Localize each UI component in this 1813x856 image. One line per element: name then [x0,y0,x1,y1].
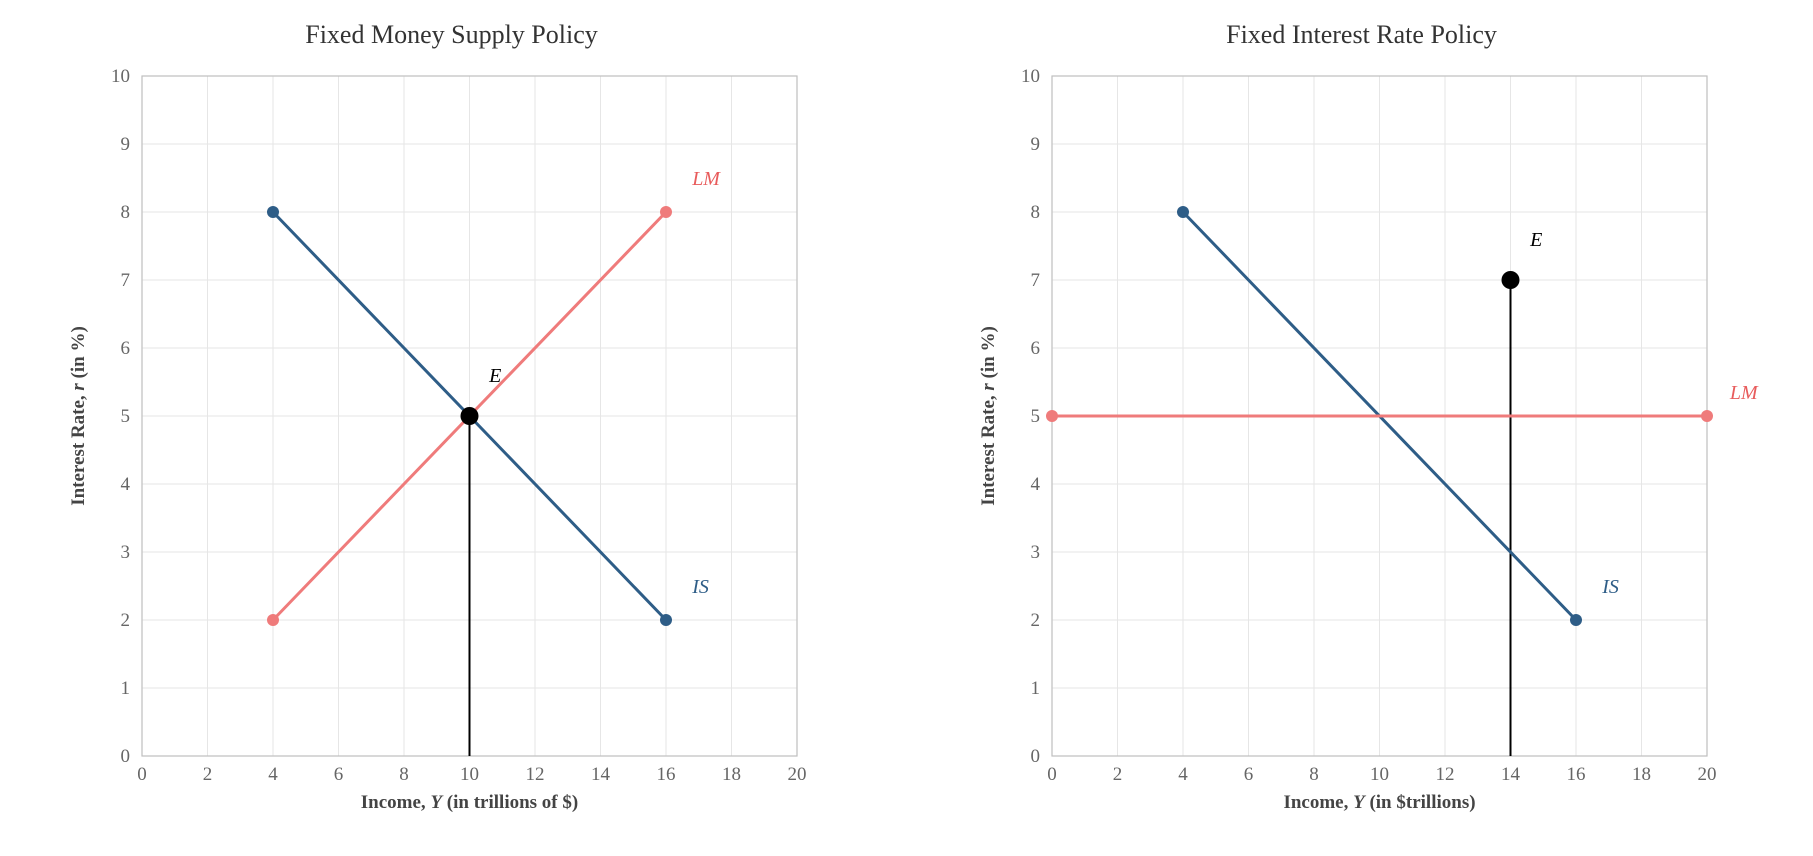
svg-text:12: 12 [1435,764,1454,785]
svg-text:3: 3 [1030,542,1040,563]
svg-text:E: E [1529,229,1542,251]
svg-text:4: 4 [1030,474,1040,495]
panel-left-svg-host: ISLME02468101214161820012345678910Income… [37,56,867,836]
svg-text:9: 9 [120,134,130,155]
svg-text:5: 5 [1030,406,1040,427]
panel-right-svg-host: ISLME02468101214161820012345678910Income… [947,56,1777,836]
svg-text:10: 10 [111,66,130,87]
svg-text:E: E [488,365,501,387]
svg-text:8: 8 [120,202,130,223]
svg-text:IS: IS [691,576,709,598]
svg-text:10: 10 [460,764,479,785]
svg-text:2: 2 [202,764,212,785]
svg-text:6: 6 [120,338,130,359]
svg-text:1: 1 [120,678,130,699]
svg-text:14: 14 [1501,764,1521,785]
svg-text:LM: LM [691,168,721,190]
svg-text:7: 7 [1030,270,1040,291]
svg-text:4: 4 [1178,764,1188,785]
svg-text:6: 6 [1030,338,1040,359]
panel-left: Fixed Money Supply Policy ISLME024681012… [37,20,867,836]
svg-text:10: 10 [1370,764,1389,785]
svg-text:8: 8 [1030,202,1040,223]
svg-text:16: 16 [656,764,675,785]
svg-text:IS: IS [1601,576,1619,598]
svg-text:8: 8 [1309,764,1319,785]
svg-text:10: 10 [1021,66,1040,87]
svg-text:Interest Rate, r (in %): Interest Rate, r (in %) [68,326,89,506]
svg-text:0: 0 [1030,746,1040,767]
svg-text:0: 0 [1047,764,1057,785]
svg-text:Interest Rate, r (in %): Interest Rate, r (in %) [978,326,999,506]
svg-text:4: 4 [120,474,130,495]
svg-text:Income, Y (in $trillions): Income, Y (in $trillions) [1283,792,1475,813]
svg-text:14: 14 [591,764,611,785]
svg-text:1: 1 [1030,678,1040,699]
svg-text:LM: LM [1728,382,1758,404]
svg-text:6: 6 [333,764,343,785]
svg-text:20: 20 [1697,764,1716,785]
svg-text:18: 18 [1632,764,1651,785]
svg-text:0: 0 [120,746,130,767]
panel-left-title: Fixed Money Supply Policy [305,20,598,50]
svg-text:2: 2 [1030,610,1040,631]
svg-text:4: 4 [268,764,278,785]
svg-text:18: 18 [722,764,741,785]
svg-text:20: 20 [787,764,806,785]
svg-text:16: 16 [1566,764,1585,785]
svg-text:7: 7 [120,270,130,291]
svg-text:2: 2 [120,610,130,631]
svg-text:Income, Y (in trillions of $): Income, Y (in trillions of $) [360,792,577,813]
svg-text:2: 2 [1112,764,1122,785]
panel-right: Fixed Interest Rate Policy ISLME02468101… [947,20,1777,836]
svg-text:9: 9 [1030,134,1040,155]
svg-text:8: 8 [399,764,409,785]
svg-text:3: 3 [120,542,130,563]
charts-row: Fixed Money Supply Policy ISLME024681012… [0,0,1813,856]
panel-right-title: Fixed Interest Rate Policy [1226,20,1497,50]
svg-text:6: 6 [1243,764,1253,785]
svg-text:0: 0 [137,764,147,785]
svg-text:5: 5 [120,406,130,427]
svg-text:12: 12 [525,764,544,785]
